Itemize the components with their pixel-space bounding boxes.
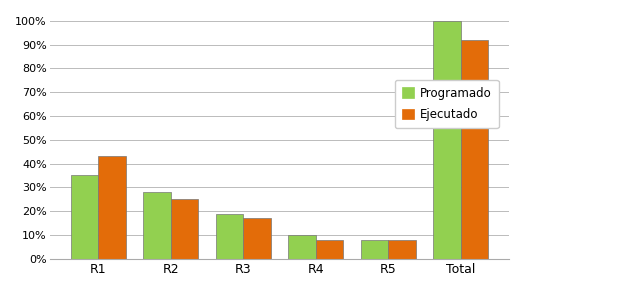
Bar xyxy=(361,240,388,259)
Bar xyxy=(243,218,271,259)
Bar xyxy=(71,176,98,259)
Bar xyxy=(143,192,171,259)
Bar xyxy=(288,235,315,259)
Bar xyxy=(171,199,198,259)
Bar xyxy=(98,156,125,259)
Bar xyxy=(388,240,416,259)
Legend: Programado, Ejecutado: Programado, Ejecutado xyxy=(395,80,499,128)
Bar xyxy=(215,213,243,259)
Bar xyxy=(315,240,343,259)
Bar xyxy=(461,40,488,259)
Bar xyxy=(433,21,461,259)
